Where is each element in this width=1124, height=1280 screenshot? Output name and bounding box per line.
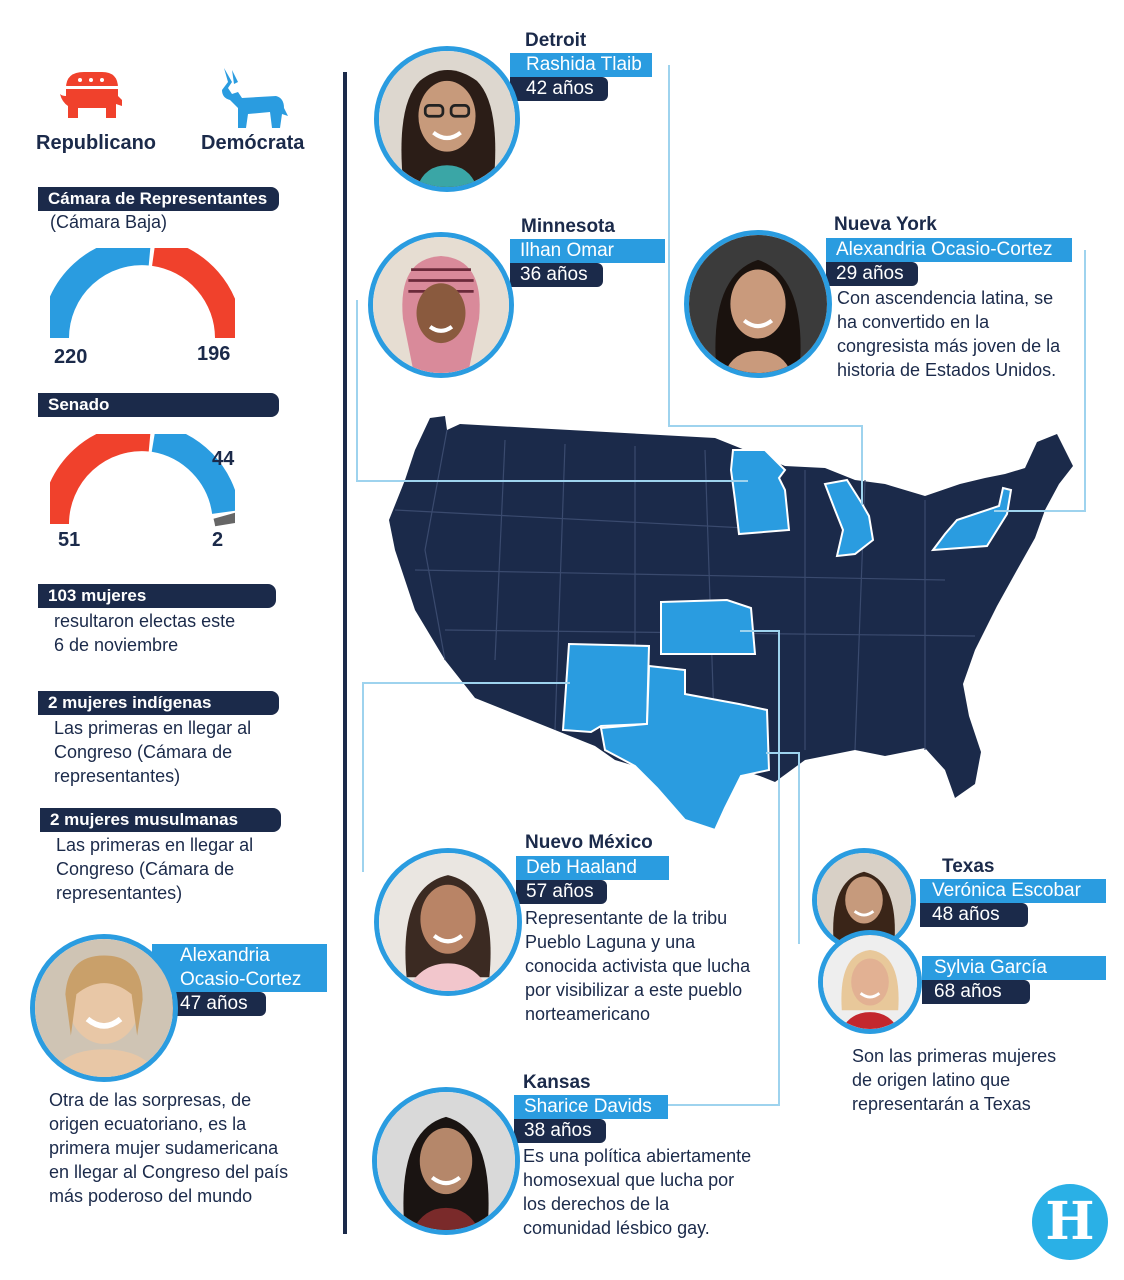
senate-gauge [50, 434, 235, 527]
detroit-age: 42 años [510, 77, 608, 101]
state-minnesota [729, 449, 791, 536]
minnesota-state: Minnesota [521, 216, 615, 237]
us-map [389, 416, 1073, 832]
legend-democrat: Demócrata [201, 132, 305, 154]
texas-name-1: Verónica Escobar [920, 879, 1106, 903]
leader-texas [766, 752, 800, 754]
donkey-icon [222, 68, 288, 128]
texas-description: Son las primeras mujeres de origen latino… [852, 1046, 1057, 1114]
leader-nuevo-mexico [362, 682, 570, 684]
kansas-description: Es una política abiertamente homosexual q… [523, 1146, 752, 1238]
fact-text-women: resultaron electas este 6 de noviembre [54, 611, 236, 655]
fact-tag-muslim: 2 mujeres musulmanas [40, 808, 281, 832]
legend-republican: Republicano [36, 132, 157, 154]
nuevo-mexico-state: Nuevo México [525, 832, 653, 853]
texas-state: Texas [942, 856, 995, 877]
nueva-york-state: Nueva York [834, 214, 937, 235]
brand-logo: H [1032, 1184, 1108, 1260]
featured-left-portrait [30, 934, 178, 1082]
house-republican-seats: 196 [197, 343, 231, 365]
texas-portrait-2 [818, 930, 922, 1034]
nuevo-mexico-age: 57 años [516, 880, 607, 904]
elephant-icon [60, 72, 122, 118]
texas-age-1: 48 años [920, 903, 1028, 927]
kansas-name: Sharice Davids [514, 1095, 668, 1119]
nuevo-mexico-portrait [374, 848, 522, 996]
minnesota-name: Ilhan Omar [510, 239, 665, 263]
detroit-name: Rashida Tlaib [510, 53, 652, 77]
minnesota-portrait [368, 232, 514, 378]
column-divider [343, 72, 347, 1234]
house-democrat-seats: 220 [54, 346, 88, 368]
senate-other-seats: 2 [212, 529, 224, 551]
fact-tag-women: 103 mujeres [38, 584, 276, 608]
senate-democrat-seats: 44 [212, 448, 235, 470]
featured-left-name: Alexandria Ocasio-Cortez [152, 944, 327, 992]
featured-left-description: Otra de las sorpresas, de origen ecuatori… [49, 1090, 289, 1206]
state-texas [599, 664, 771, 832]
nueva-york-name: Alexandria Ocasio-Cortez [826, 238, 1072, 262]
house-gauge [50, 248, 235, 339]
fact-text-indigenous: Las primeras en llegar al Congreso (Cámar… [54, 718, 252, 786]
senate-republican-seats: 51 [58, 529, 81, 551]
leader-detroit [668, 65, 670, 425]
senate-title: Senado [38, 393, 279, 417]
state-michigan [823, 478, 875, 558]
kansas-portrait [372, 1087, 520, 1235]
nueva-york-portrait [684, 230, 832, 378]
featured-left-age: 47 años [172, 992, 266, 1016]
nueva-york-description: Con ascendencia latina, se ha convertido … [837, 288, 1061, 380]
kansas-age: 38 años [514, 1119, 606, 1143]
nuevo-mexico-name: Deb Haaland [516, 856, 669, 880]
texas-name-2: Sylvia García [922, 956, 1106, 980]
detroit-portrait [374, 46, 520, 192]
state-new-york [930, 486, 1013, 552]
minnesota-age: 36 años [510, 263, 603, 287]
fact-text-muslim: Las primeras en llegar al Congreso (Cámar… [56, 835, 254, 903]
nuevo-mexico-description: Representante de la tribu Pueblo Laguna y… [525, 908, 751, 1024]
fact-tag-indigenous: 2 mujeres indígenas [38, 691, 279, 715]
state-kansas [660, 598, 757, 655]
leader-kansas [740, 630, 780, 632]
house-subtitle: (Cámara Baja) [50, 212, 168, 232]
kansas-state: Kansas [523, 1072, 591, 1093]
texas-age-2: 68 años [922, 980, 1030, 1004]
house-title: Cámara de Representantes [38, 187, 279, 211]
nueva-york-age: 29 años [826, 262, 918, 286]
leader-nueva-york [1084, 250, 1086, 512]
detroit-state: Detroit [525, 30, 587, 51]
state-new-mexico [561, 642, 651, 734]
leader-minnesota [356, 300, 358, 482]
